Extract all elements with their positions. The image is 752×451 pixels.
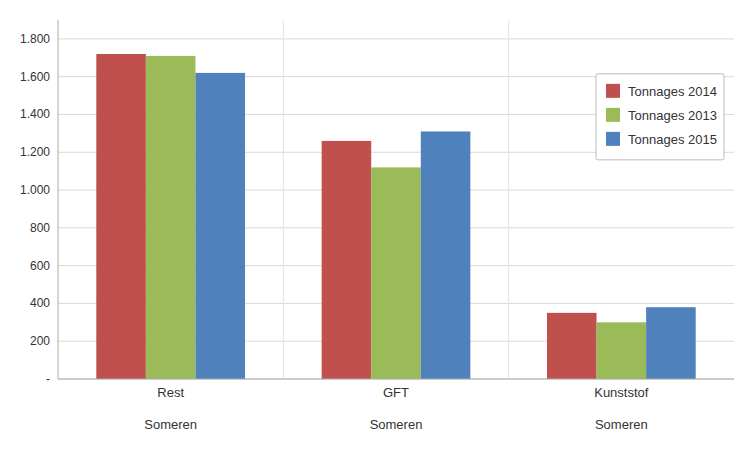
legend-swatch — [606, 132, 620, 146]
legend-label: Tonnages 2013 — [628, 108, 717, 123]
x-axis-line — [58, 379, 734, 380]
bar — [646, 307, 696, 379]
bar — [547, 313, 597, 379]
group-separator — [283, 20, 284, 379]
x-tick-label: Rest Someren — [144, 385, 197, 432]
bar — [371, 167, 421, 379]
legend-swatch — [606, 108, 620, 122]
legend-label: Tonnages 2014 — [628, 84, 717, 99]
y-tick-label: 600 — [30, 259, 50, 273]
legend: Tonnages 2014 Tonnages 2013 Tonnages 2015 — [596, 74, 724, 160]
y-tick-label: 1.800 — [20, 32, 50, 46]
legend-swatch — [606, 84, 620, 98]
grid-line — [58, 379, 734, 380]
y-tick-label: 400 — [30, 296, 50, 310]
chart-container: - 200 400 600 800 1.000 1.200 1.400 1.600 1.800 Re… — [0, 0, 752, 451]
bar — [597, 322, 647, 379]
x-axis-labels: Rest Someren GFT Someren Kunststof Someren — [144, 385, 649, 432]
bar — [146, 56, 196, 379]
group-separator — [508, 20, 509, 379]
y-tick-label: 1.000 — [20, 183, 50, 197]
grid-line — [58, 38, 734, 39]
y-axis-line — [58, 20, 59, 379]
chart: - 200 400 600 800 1.000 1.200 1.400 1.600 1.800 Re… — [0, 0, 752, 451]
y-tick-label: 200 — [30, 334, 50, 348]
legend-label: Tonnages 2015 — [628, 132, 717, 147]
y-tick-label: 1.200 — [20, 145, 50, 159]
x-tick-label: GFT Someren — [370, 385, 423, 432]
bar — [96, 54, 146, 379]
y-tick-label: - — [46, 372, 50, 386]
y-tick-label: 800 — [30, 221, 50, 235]
y-tick-label: 1.600 — [20, 70, 50, 84]
bar — [421, 131, 471, 379]
y-tick-label: 1.400 — [20, 107, 50, 121]
legend-frame — [596, 74, 724, 160]
bar — [322, 141, 372, 379]
bar — [195, 73, 245, 379]
x-tick-label: Kunststof Someren — [594, 385, 649, 432]
grid — [58, 39, 734, 379]
y-axis-labels: - 200 400 600 800 1.000 1.200 1.400 1.600 1.800 — [20, 32, 50, 386]
